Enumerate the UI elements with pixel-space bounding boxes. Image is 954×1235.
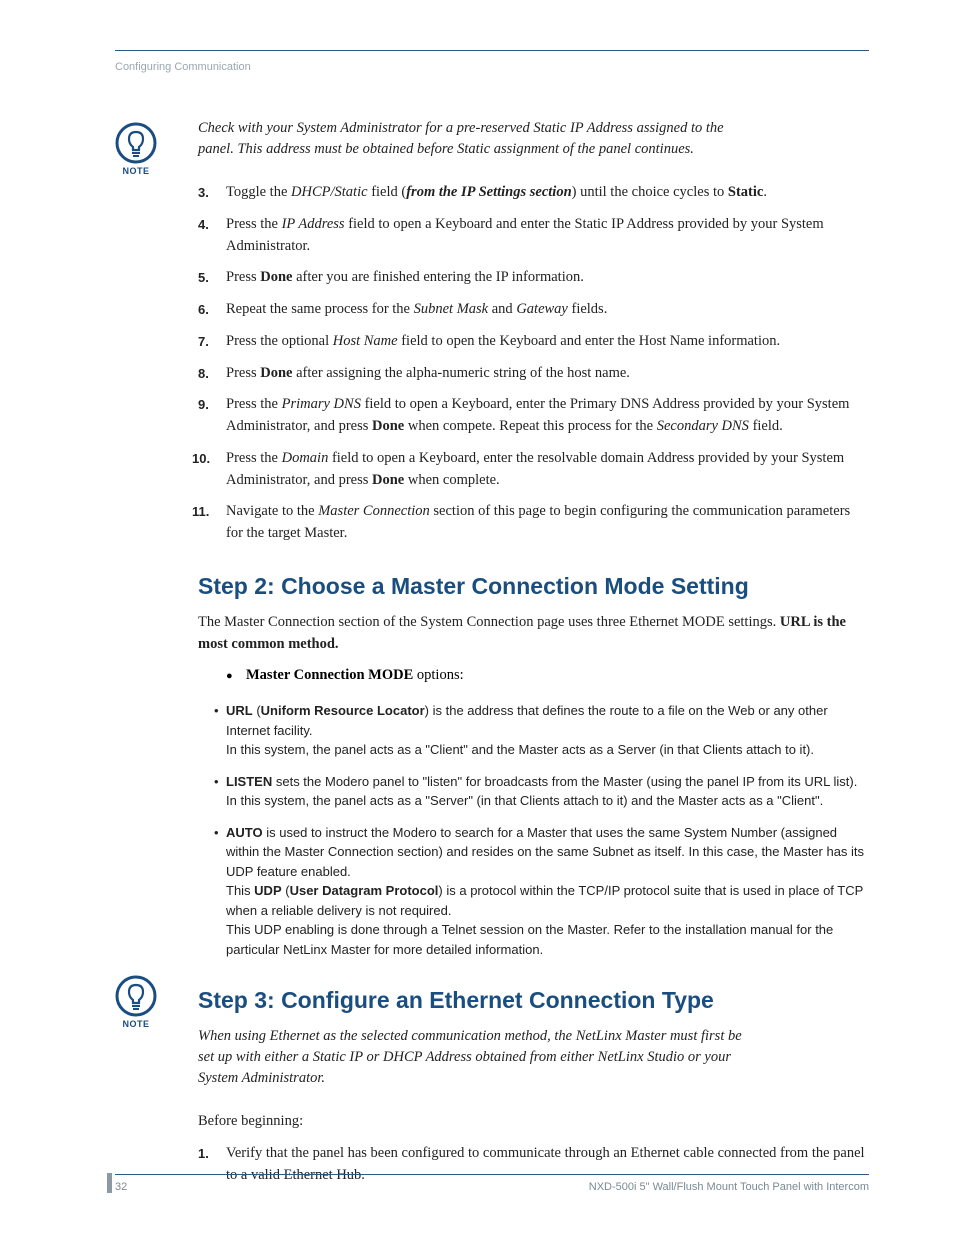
mode-url: URL (Uniform Resource Locator) is the ad… [218, 701, 869, 760]
step-7: Press the optional Host Name field to op… [198, 331, 869, 353]
note-1-text: Check with your System Administrator for… [198, 118, 758, 160]
content-column-2: When using Ethernet as the selected comm… [198, 1026, 869, 1186]
footer: 32 NXD-500i 5" Wall/Flush Mount Touch Pa… [115, 1174, 869, 1193]
mode-options-lead: Master Connection MODE options: [198, 665, 869, 687]
mode-auto: AUTO is used to instruct the Modero to s… [218, 823, 869, 960]
note-icon: NOTE [115, 122, 157, 176]
step-2-heading: Step 2: Choose a Master Connection Mode … [198, 573, 869, 600]
section-header: Configuring Communication [115, 61, 869, 73]
step-8: Press Done after assigning the alpha-num… [198, 363, 869, 385]
step-10: Press the Domain field to open a Keyboar… [198, 448, 869, 492]
content-column: Check with your System Administrator for… [198, 118, 869, 1014]
top-rule [115, 50, 869, 51]
step-3: Toggle the DHCP/Static field (from the I… [198, 182, 869, 204]
step-5: Press Done after you are finished enteri… [198, 267, 869, 289]
lightbulb-icon [115, 975, 157, 1017]
mode-listen: LISTEN sets the Modero panel to "listen"… [218, 772, 869, 811]
step-11: Navigate to the Master Connection sectio… [198, 501, 869, 545]
step-6: Repeat the same process for the Subnet M… [198, 299, 869, 321]
step-9: Press the Primary DNS field to open a Ke… [198, 394, 869, 438]
note-icon-2: NOTE [115, 975, 157, 1029]
page-number: 32 [115, 1181, 127, 1193]
note-label: NOTE [115, 166, 157, 176]
page: Configuring Communication NOTE Check wit… [0, 0, 954, 1235]
ordered-steps-1: Toggle the DHCP/Static field (from the I… [198, 182, 869, 545]
mode-options-label: Master Connection MODE options: [246, 665, 869, 687]
step-3-heading: Step 3: Configure an Ethernet Connection… [198, 987, 869, 1014]
note-2-text: When using Ethernet as the selected comm… [198, 1026, 758, 1089]
footer-bar [107, 1173, 112, 1193]
step-4: Press the IP Address field to open a Key… [198, 214, 869, 258]
before-beginning: Before beginning: [198, 1111, 869, 1133]
note-label-2: NOTE [115, 1019, 157, 1029]
footer-title: NXD-500i 5" Wall/Flush Mount Touch Panel… [589, 1181, 869, 1193]
lightbulb-icon [115, 122, 157, 164]
mode-options-list: URL (Uniform Resource Locator) is the ad… [198, 701, 869, 959]
step2-p1: The Master Connection section of the Sys… [198, 612, 869, 656]
